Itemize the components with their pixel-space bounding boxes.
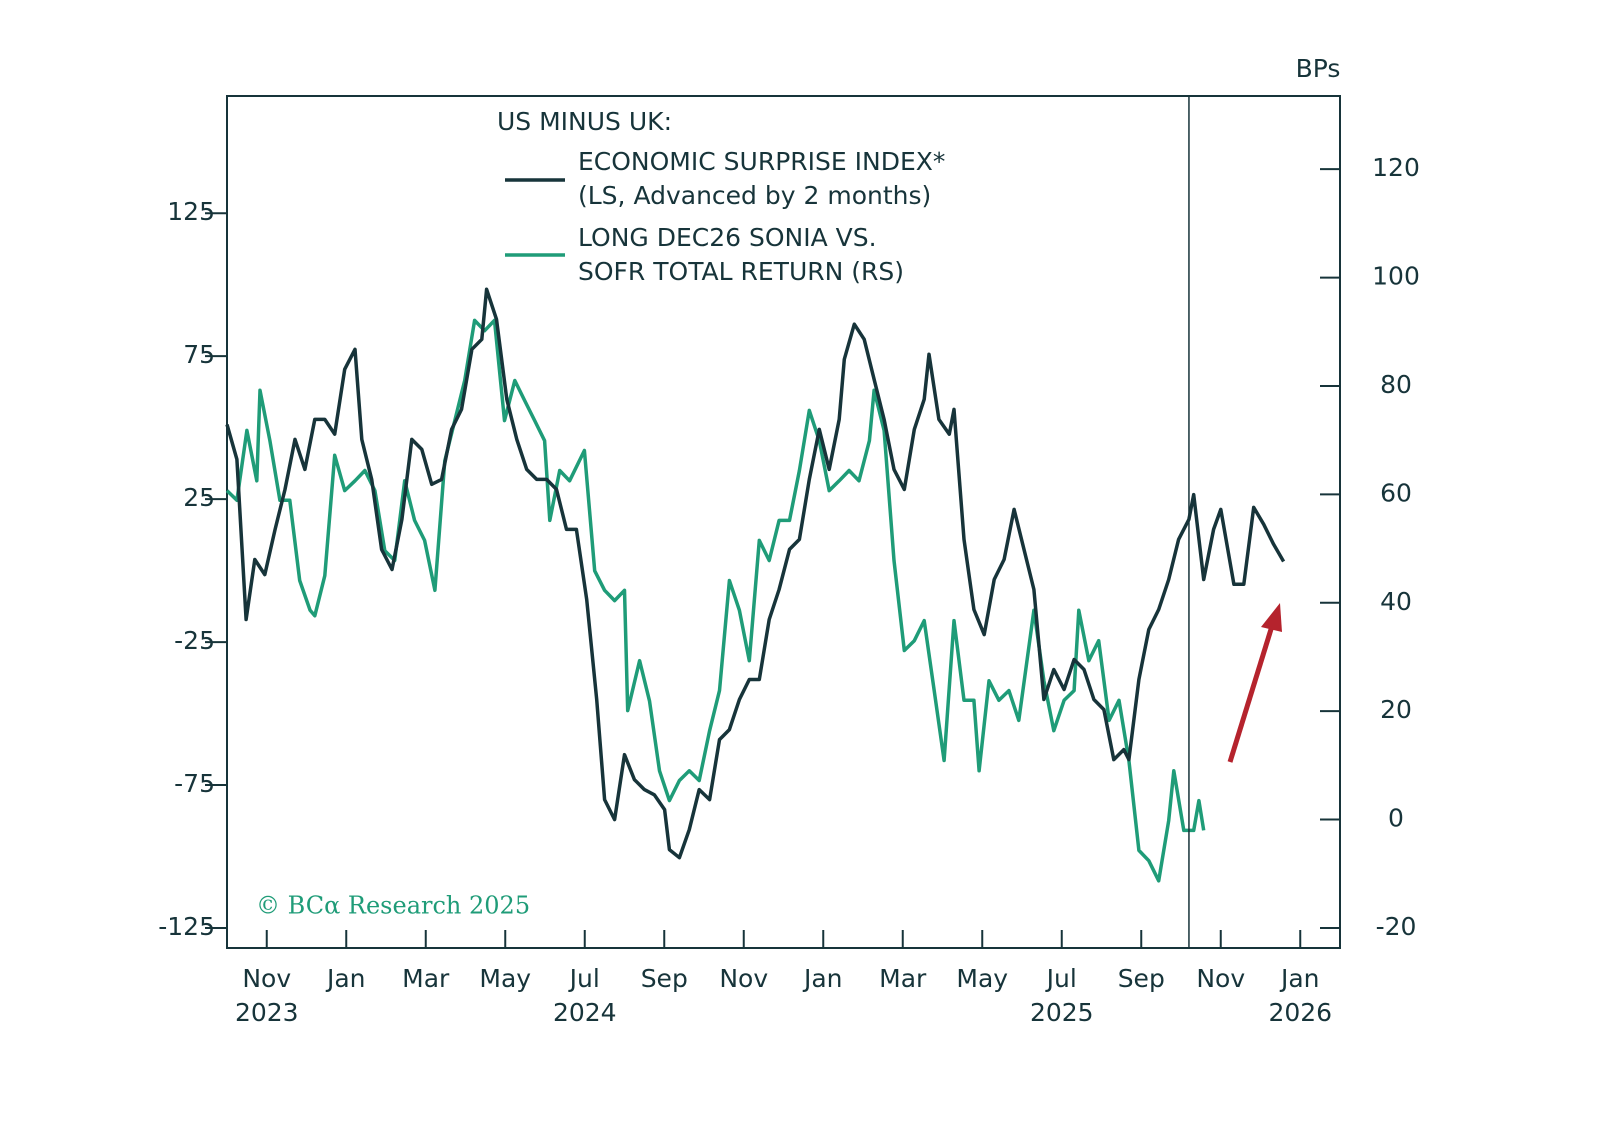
x-year-label: 2023	[235, 998, 299, 1027]
series-line	[225, 287, 1286, 860]
y2-tick-label: 20	[1380, 695, 1412, 724]
y-tick-label: 75	[183, 340, 215, 369]
x-tick-label: May	[479, 964, 531, 993]
y2-tick-label: -20	[1376, 912, 1417, 941]
x-tick-label: Sep	[641, 964, 688, 993]
x-tick-label: Nov	[1196, 964, 1245, 993]
y-tick-label: 125	[167, 197, 215, 226]
arrow	[1227, 625, 1275, 763]
y-tick-label: -125	[158, 912, 215, 941]
arrow-head	[1261, 603, 1282, 632]
x-tick-label: Nov	[719, 964, 768, 993]
legend-label: LONG DEC26 SONIA VS. SOFR TOTAL RETURN (…	[578, 223, 905, 286]
y-tick-label: -75	[174, 769, 215, 798]
legend-label: ECONOMIC SURPRISE INDEX* (LS, Advanced b…	[578, 147, 946, 210]
y2-axis-label: BPs	[1296, 54, 1341, 83]
legend-title: US MINUS UK:	[497, 107, 672, 136]
y2-tick-label: 60	[1380, 478, 1412, 507]
x-tick-label: Jul	[1045, 964, 1077, 993]
x-tick-label: Mar	[879, 964, 927, 993]
x-tick-label: Jul	[568, 964, 600, 993]
source: © BCα Research 2025	[256, 892, 530, 920]
y2-tick-label: 100	[1372, 262, 1420, 291]
x-tick-label: May	[956, 964, 1008, 993]
series-line	[225, 318, 1206, 883]
x-tick-label: Jan	[1279, 964, 1320, 993]
y2-tick-label: 0	[1388, 804, 1404, 833]
x-tick-label: Nov	[242, 964, 291, 993]
y-tick-label: 25	[183, 483, 215, 512]
x-tick-label: Jan	[802, 964, 843, 993]
y2-tick-label: 80	[1380, 370, 1412, 399]
x-year-label: 2024	[553, 998, 617, 1027]
x-year-label: 2026	[1268, 998, 1332, 1027]
x-tick-label: Mar	[402, 964, 450, 993]
y2-tick-label: 120	[1372, 153, 1420, 182]
x-year-label: 2025	[1030, 998, 1094, 1027]
x-tick-label: Jan	[325, 964, 366, 993]
y2-tick-label: 40	[1380, 587, 1412, 616]
y-tick-label: -25	[174, 626, 215, 655]
plot-frame	[226, 95, 1341, 949]
x-tick-label: Sep	[1118, 964, 1165, 993]
